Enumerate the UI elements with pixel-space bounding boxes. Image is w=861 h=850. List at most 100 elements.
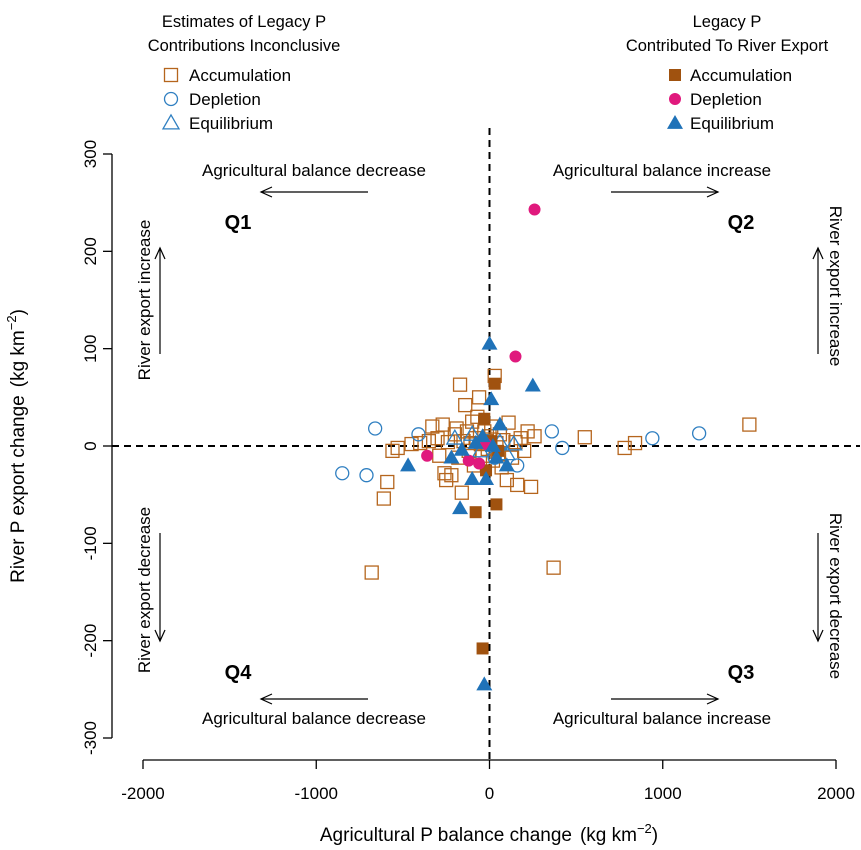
q3-river-arrow — [812, 533, 824, 643]
data-point — [473, 457, 486, 470]
series-open-square — [364, 368, 757, 580]
data-point — [504, 434, 523, 451]
data-point — [478, 412, 491, 425]
arrow-head — [706, 186, 720, 198]
data-point — [444, 468, 459, 483]
data-point — [476, 676, 493, 691]
y-tick-label: -200 — [81, 624, 100, 658]
data-point — [443, 449, 460, 464]
q4-balance-arrow — [259, 693, 368, 705]
data-point — [474, 428, 491, 443]
legend-left-marker — [163, 67, 179, 83]
legend-right-marker — [667, 114, 683, 129]
data-point — [499, 472, 514, 488]
q2-river-text: River export increase — [826, 206, 845, 367]
legend-right-marker — [669, 93, 681, 105]
data-point — [368, 421, 383, 436]
data-point — [488, 449, 505, 464]
data-points — [335, 203, 757, 691]
arrow-head — [154, 629, 166, 643]
data-point — [627, 435, 643, 451]
data-point — [390, 440, 405, 456]
data-point — [359, 468, 374, 483]
data-point — [462, 454, 475, 467]
data-point — [491, 416, 508, 431]
data-point — [364, 565, 379, 580]
data-point — [463, 424, 482, 441]
legend-right-title-line2: Contributed To River Export — [626, 37, 829, 55]
legend-left-title-line2: Contributions Inconclusive — [148, 37, 341, 55]
arrow-head — [812, 629, 824, 643]
data-point — [404, 436, 419, 452]
data-point — [380, 474, 395, 490]
y-axis-label-text: River P export change — [8, 395, 29, 583]
q1-river-text: River export increase — [135, 220, 154, 381]
data-point — [445, 428, 464, 445]
x-axis-label-text: Agricultural P balance change — [320, 825, 572, 846]
data-point — [452, 500, 469, 515]
y-tick-label: 0 — [81, 441, 100, 450]
data-point — [421, 449, 434, 462]
q2-balance-arrow — [611, 186, 720, 198]
x-tick-label: 1000 — [644, 784, 682, 803]
legend-right-title-line1: Legacy P — [693, 13, 762, 31]
data-point — [498, 457, 515, 472]
q2-label: Q2 — [728, 212, 755, 234]
q3-label: Q3 — [728, 662, 755, 684]
q1-river-arrow — [154, 246, 166, 354]
data-point — [691, 426, 707, 441]
data-point — [435, 417, 450, 432]
q1-balance-arrow — [259, 186, 368, 198]
legend-left-entry: Accumulation — [189, 66, 291, 85]
q2-river-arrow — [812, 246, 824, 354]
y-tick-label: 200 — [81, 237, 100, 265]
data-point — [509, 350, 522, 363]
x-axis-unit-exponent: −2 — [637, 821, 652, 836]
legend-left-marker — [161, 113, 181, 130]
q4-label: Q4 — [225, 662, 253, 684]
data-point — [742, 417, 757, 432]
data-point — [555, 440, 570, 456]
data-point — [517, 443, 532, 459]
data-point — [421, 433, 437, 449]
data-point — [425, 419, 440, 434]
y-axis-label: River P export change(kg km−2) — [4, 309, 29, 583]
arrow-head — [706, 693, 720, 705]
data-point — [483, 391, 500, 406]
data-point — [400, 457, 417, 472]
legend-left-entry: Equilibrium — [189, 114, 273, 133]
legend-right-entry: Depletion — [690, 90, 762, 109]
x-tick-label: -1000 — [295, 784, 338, 803]
legends: Estimates of Legacy P Contributions Incon… — [148, 13, 829, 133]
legend-right-entry: Equilibrium — [690, 114, 774, 133]
data-point — [413, 435, 428, 451]
arrow-head — [259, 186, 273, 198]
data-point — [439, 472, 454, 488]
x-axis-unit: (kg km — [580, 825, 637, 846]
data-point — [385, 443, 400, 459]
data-point — [481, 335, 498, 350]
data-point — [577, 430, 592, 445]
data-point — [484, 437, 501, 452]
data-point — [527, 429, 542, 444]
q4-balance-text: Agricultural balance decrease — [202, 709, 426, 728]
data-point — [376, 491, 391, 506]
legend-right-marker — [669, 69, 681, 81]
x-tick-label: -2000 — [121, 784, 164, 803]
q4-river-arrow — [154, 533, 166, 643]
data-point — [469, 506, 482, 519]
x-axis-label: Agricultural P balance change (kg km−2) — [320, 821, 658, 846]
q2-balance-text: Agricultural balance increase — [553, 161, 771, 180]
data-point — [452, 377, 468, 392]
legend-left-marker — [163, 91, 179, 107]
y-tick-label: 100 — [81, 334, 100, 362]
legend-right-entry: Accumulation — [690, 66, 792, 85]
series-filled-triangle — [400, 335, 541, 691]
q3-balance-arrow — [611, 693, 720, 705]
data-point — [617, 440, 632, 456]
data-point — [464, 471, 481, 485]
data-point — [508, 434, 523, 450]
q4-river-text: River export decrease — [135, 507, 154, 673]
legend-left-title-line1: Estimates of Legacy P — [162, 13, 326, 31]
q3-river-text: River export decrease — [826, 513, 845, 679]
